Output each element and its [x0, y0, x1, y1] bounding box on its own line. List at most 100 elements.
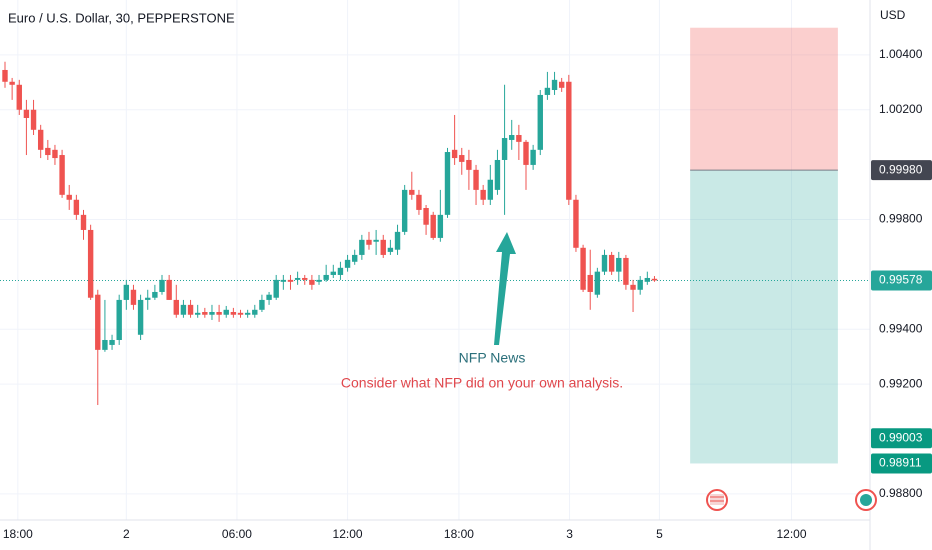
arrow — [494, 232, 516, 345]
price-label-box — [871, 428, 932, 449]
price-label-box — [871, 270, 932, 291]
candle-body — [401, 189, 408, 232]
candle-body — [109, 339, 115, 345]
candle-body — [145, 297, 151, 300]
price-label: 0.99980 — [879, 162, 923, 176]
annotation-text: Consider what NFP did on your own analys… — [341, 375, 623, 391]
x-tick-label: 3 — [566, 527, 573, 541]
candle-body — [259, 299, 265, 310]
candle-body — [244, 312, 251, 315]
event-icon — [855, 489, 877, 511]
price-label: 0.99003 — [879, 430, 923, 444]
candle-body — [551, 79, 558, 91]
candle-body — [587, 274, 593, 292]
candle-body — [359, 239, 365, 255]
candle-body — [509, 135, 515, 140]
candle-body — [95, 294, 101, 350]
candle-body — [409, 189, 415, 195]
candle-body — [116, 299, 122, 340]
candle-body — [9, 81, 15, 85]
candle-body — [323, 274, 329, 280]
candle-body — [537, 94, 543, 150]
candle-body — [516, 135, 522, 142]
candle-body — [252, 309, 258, 315]
target-zone — [690, 170, 838, 464]
candle-body — [230, 312, 237, 315]
candle-body — [80, 214, 87, 230]
annotation-title: NFP News — [459, 350, 526, 366]
candle-body — [294, 277, 301, 280]
candle-body — [523, 141, 529, 165]
candle-body — [180, 304, 187, 315]
candle-body — [601, 254, 608, 272]
candle-body — [2, 69, 8, 82]
stop-zone — [690, 27, 838, 171]
x-tick-label: 18:00 — [444, 527, 474, 541]
candle-body — [623, 257, 629, 285]
x-tick-label: 2 — [123, 527, 130, 541]
candle-body — [45, 147, 51, 156]
candle-body — [608, 254, 615, 272]
candle-body — [530, 149, 536, 165]
candle-body — [216, 312, 222, 315]
y-tick-label: 0.98800 — [879, 486, 923, 500]
axes: 1.00400 1.00200 0.99800 0.99400 0.99200 0.988… — [3, 47, 932, 541]
candle-body — [616, 257, 622, 272]
candle-body — [637, 279, 643, 290]
price-label-box — [871, 160, 932, 181]
candle-body — [423, 208, 429, 225]
candle-body — [466, 159, 472, 170]
candle-body — [501, 138, 508, 160]
price-label: 0.99578 — [879, 273, 923, 287]
candle-body — [202, 312, 208, 315]
candle-body — [416, 194, 422, 210]
candle-body — [287, 279, 294, 282]
candle-body — [451, 149, 458, 159]
y-tick-label: 0.99800 — [879, 212, 923, 226]
candle-body — [102, 339, 108, 350]
candle-body — [23, 109, 30, 118]
candle-body — [651, 278, 658, 281]
candle-body — [302, 277, 308, 280]
x-tick-label: 12:00 — [333, 527, 363, 541]
price-label: 0.98911 — [879, 456, 922, 470]
candle-body — [123, 284, 130, 300]
candle-body — [309, 279, 315, 285]
currency-label: USD — [880, 8, 906, 22]
candle-body — [330, 271, 336, 275]
candle-body — [209, 312, 215, 315]
candle-body — [37, 129, 44, 150]
x-tick-label: 12:00 — [776, 527, 806, 541]
candle-body — [223, 309, 229, 315]
x-tick-label: 5 — [656, 527, 663, 541]
candle-body — [387, 247, 394, 252]
candle-body — [630, 284, 636, 290]
candle-body — [130, 289, 137, 305]
candle-body — [316, 279, 322, 282]
event-icon — [706, 489, 728, 511]
candle-body — [66, 194, 72, 200]
candle-body — [566, 81, 572, 200]
candle-body — [644, 277, 651, 282]
candle-body — [237, 312, 244, 315]
candle-body — [187, 304, 194, 315]
candle-body — [16, 84, 22, 110]
candle-body — [459, 155, 465, 162]
candle-body — [352, 254, 358, 262]
candle-body — [166, 279, 172, 300]
candle-body — [558, 81, 565, 88]
candle-body — [494, 159, 501, 190]
candle-body — [337, 267, 344, 275]
x-tick-label: 06:00 — [222, 527, 252, 541]
candle-body — [380, 239, 386, 255]
y-tick-label: 0.99200 — [879, 376, 923, 390]
candle-body — [30, 109, 37, 130]
candle-body — [344, 259, 351, 268]
candle-body — [152, 291, 158, 298]
candle-body — [266, 294, 272, 300]
candle-body — [173, 299, 179, 315]
candle-body — [59, 155, 65, 195]
candle-body — [394, 231, 401, 250]
candle-body — [580, 247, 586, 290]
